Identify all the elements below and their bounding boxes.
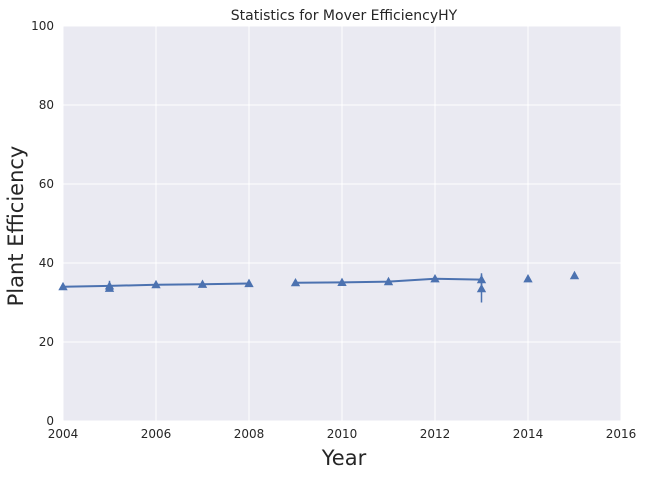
data-point [151,279,161,289]
data-point [197,279,208,288]
data-point [476,283,487,293]
y-tick-label: 0 [46,414,54,428]
y-tick-label: 100 [31,19,54,33]
x-tick-label: 2008 [234,427,265,441]
data-point [104,283,115,292]
data-point [244,278,254,288]
x-axis-label: Year [321,446,367,470]
data-point [383,276,394,286]
x-tick-labels: 2004 2006 2008 2010 2012 2014 2016 [48,427,637,441]
x-tick-label: 2004 [48,427,79,441]
x-tick-label: 2010 [327,427,358,441]
y-axis-label: Plant Efficiency [4,146,28,307]
chart-title: Statistics for Mover EfficiencyHY [231,8,458,24]
data-point [430,273,440,283]
data-point [58,281,68,291]
x-tick-label: 2012 [420,427,451,441]
y-tick-label: 80 [39,98,54,112]
data-point [523,273,533,283]
data-point [337,277,347,287]
series-layer [58,270,580,303]
y-tick-label: 20 [39,335,54,349]
x-tick-label: 2014 [513,427,544,441]
y-tick-label: 60 [39,177,54,191]
grid-lines [62,25,622,422]
y-tick-labels: 0 20 40 60 80 100 [31,19,54,428]
x-tick-label: 2016 [606,427,637,441]
x-tick-label: 2006 [141,427,172,441]
data-point [290,277,301,287]
y-tick-label: 40 [39,256,54,270]
data-point [569,270,580,280]
